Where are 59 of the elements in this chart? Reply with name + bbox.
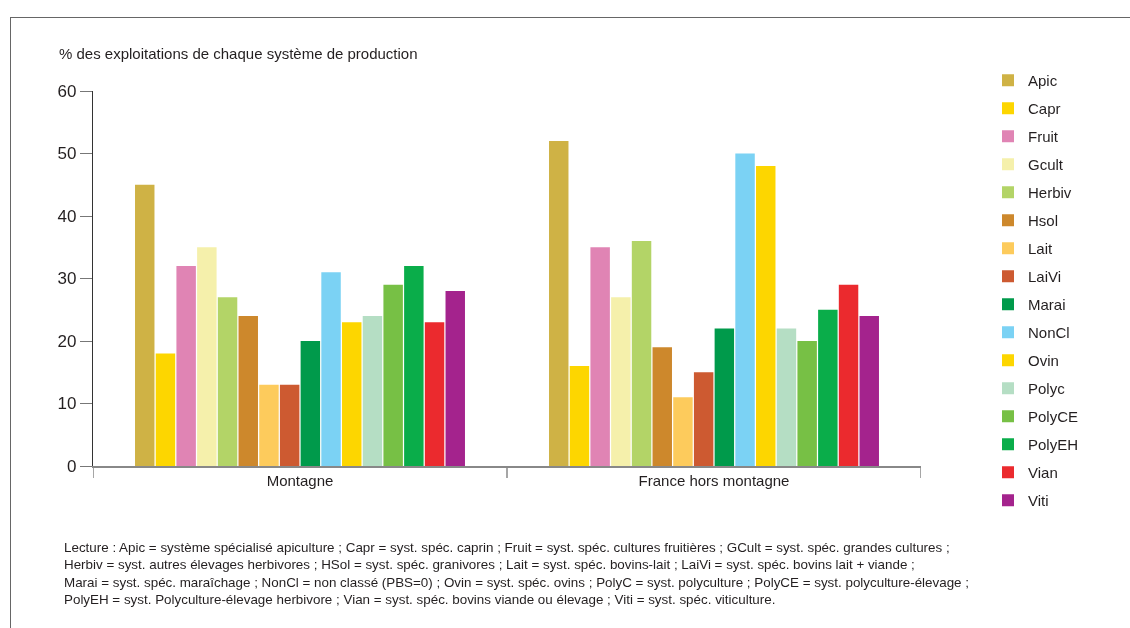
legend-label: Lait (1028, 240, 1054, 258)
y-tick-label: 60 (57, 81, 77, 101)
bar (424, 322, 445, 466)
bar (342, 322, 362, 466)
legend-label: LaiVi (1028, 268, 1062, 286)
bar (383, 284, 403, 466)
bar (259, 384, 279, 466)
bar (631, 241, 652, 466)
bar (279, 384, 300, 466)
bar (590, 247, 610, 466)
legend-label: Herbiv (1028, 184, 1072, 202)
legend-label: Polyc (1028, 380, 1066, 398)
x-tick-label: France hors montagne (638, 471, 790, 489)
bar (404, 266, 424, 466)
x-tick-label: Montagne (266, 471, 334, 489)
bar (776, 328, 797, 466)
y-tick-label: 50 (57, 144, 77, 164)
legend-label: Apic (1028, 72, 1058, 90)
bar (693, 372, 714, 466)
bar (155, 353, 176, 466)
y-axis-title: % des exploitations de chaque système de production (59, 45, 418, 62)
legend-label: Gcult (1028, 156, 1064, 174)
legend-label: Ovin (1028, 352, 1059, 370)
bar (135, 184, 155, 466)
bar (300, 341, 321, 466)
bar (569, 366, 590, 466)
y-tick-label: 40 (57, 206, 77, 226)
bar (818, 309, 838, 466)
bar (549, 141, 569, 466)
legend-label: Fruit (1028, 128, 1059, 146)
legend-label: Capr (1028, 100, 1061, 118)
bar (652, 347, 672, 466)
bar (197, 247, 217, 466)
y-tick-label: 30 (57, 269, 77, 289)
bar (321, 272, 341, 466)
legend-label: PolyCE (1028, 408, 1079, 426)
bar (611, 297, 631, 466)
y-tick-label: 0 (66, 456, 77, 476)
legend-label: NonCl (1028, 324, 1070, 342)
text: Lecture : Apic = système spécialisé apiculture ; Capr = syst. spéc. caprin ; Fruit = syst. spéc. cultures fruitières ; GCult = syst. spéc. grandes cultures ; Herbiv = syst. autres élevages herbivores ; HSol = syst. spéc. granivores ; Lait = syst. spéc. bovins-lait ; LaiVi = syst. spéc. bovins lait + viande ; Marai = syst. spéc. maraîchage ; NonCl = non classé (PBS=0) ; Ovin = syst. spéc. ovins ; PolyC = syst. polyculture ; PolyCE = syst. polyculture-élevage ; PolyEH = syst. Polyculture-élevage herbivore ; Vian = syst. spéc. bovins viande ou élevage ; Viti = syst. spéc. viticulture. (64, 540, 969, 608)
bar (756, 166, 776, 466)
legend-label: PolyEH (1028, 436, 1079, 454)
bar (238, 316, 258, 466)
bar (176, 266, 196, 466)
bar (217, 297, 238, 466)
bar (797, 341, 817, 466)
bar (714, 328, 735, 466)
bar (362, 316, 383, 466)
bar (445, 291, 465, 466)
legend-label: Viti (1028, 492, 1049, 510)
legend-label: Hsol (1028, 212, 1059, 230)
y-tick-label: 10 (57, 394, 77, 414)
legend-label: Marai (1028, 296, 1066, 314)
bar (859, 316, 879, 466)
bar (735, 153, 755, 466)
bar (673, 397, 693, 466)
y-tick-label: 20 (57, 331, 77, 351)
legend-label: Vian (1028, 464, 1058, 482)
bar (838, 284, 859, 466)
